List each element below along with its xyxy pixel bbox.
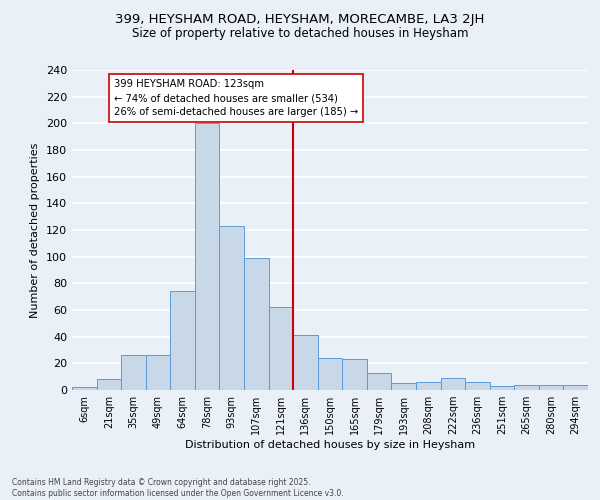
Bar	[514, 384, 539, 390]
Bar	[269, 308, 293, 390]
Y-axis label: Number of detached properties: Number of detached properties	[31, 142, 40, 318]
Bar	[244, 258, 269, 390]
Bar	[465, 382, 490, 390]
Bar	[72, 388, 97, 390]
Bar	[146, 356, 170, 390]
Bar	[342, 360, 367, 390]
Bar	[391, 384, 416, 390]
Bar	[490, 386, 514, 390]
Text: Size of property relative to detached houses in Heysham: Size of property relative to detached ho…	[132, 28, 468, 40]
Bar	[318, 358, 342, 390]
Bar	[293, 336, 318, 390]
Text: 399 HEYSHAM ROAD: 123sqm
← 74% of detached houses are smaller (534)
26% of semi-: 399 HEYSHAM ROAD: 123sqm ← 74% of detach…	[114, 80, 358, 118]
Bar	[121, 356, 146, 390]
Bar	[170, 292, 195, 390]
Bar	[97, 380, 121, 390]
Bar	[440, 378, 465, 390]
Text: Contains HM Land Registry data © Crown copyright and database right 2025.
Contai: Contains HM Land Registry data © Crown c…	[12, 478, 344, 498]
Bar	[195, 124, 220, 390]
Bar	[220, 226, 244, 390]
Text: 399, HEYSHAM ROAD, HEYSHAM, MORECAMBE, LA3 2JH: 399, HEYSHAM ROAD, HEYSHAM, MORECAMBE, L…	[115, 12, 485, 26]
Bar	[563, 384, 588, 390]
X-axis label: Distribution of detached houses by size in Heysham: Distribution of detached houses by size …	[185, 440, 475, 450]
Bar	[539, 384, 563, 390]
Bar	[416, 382, 440, 390]
Bar	[367, 372, 391, 390]
